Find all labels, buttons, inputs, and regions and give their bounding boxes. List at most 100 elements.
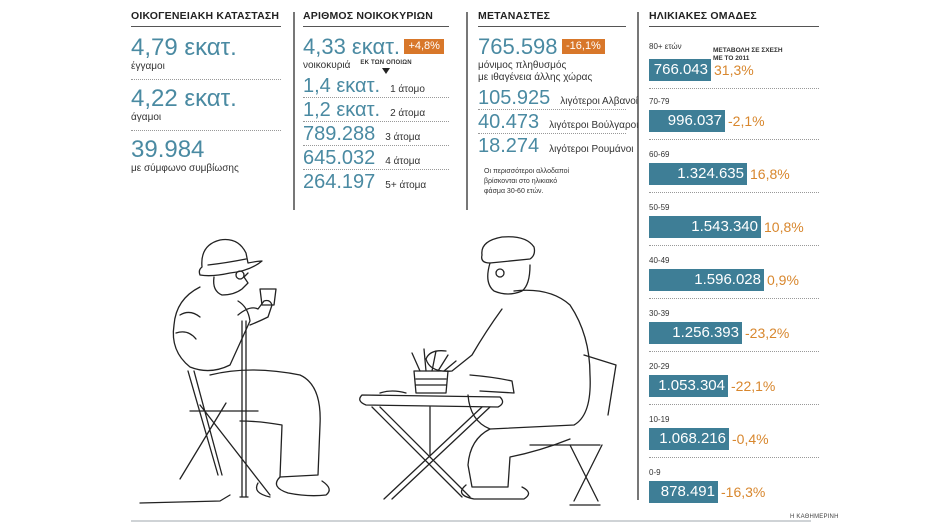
household-count: 789.288	[303, 123, 376, 145]
age-group-row: 30-39 1.256.393 -23,2%	[649, 309, 819, 352]
households-title: ΑΡΙΘΜΟΣ ΝΟΙΚΟΚΥΡΙΩΝ	[303, 10, 449, 27]
stat-label: με σύμφωνο συμβίωσης	[131, 163, 239, 174]
household-size: 5+ άτομα	[385, 180, 427, 191]
family-status-panel: ΟΙΚΟΓΕΝΕΙΑΚΗ ΚΑΤΑΣΤΑΣΗ 4,79 εκατ. έγγαμο…	[131, 10, 281, 181]
migrant-label: λιγότεροι Αλβανοί	[560, 96, 639, 107]
age-groups-panel: ΗΛΙΚΙΑΚΕΣ ΟΜΑΔΕΣ ΜΕΤΑΒΟΛΗ ΣΕ ΣΧΕΣΗ ΜΕ ΤΟ…	[649, 10, 819, 520]
stat-label: έγγαμοι	[131, 61, 165, 72]
migrants-note: Οι περισσότεροι αλλοδαποί βρίσκονται στο…	[478, 167, 626, 197]
households-total-value: 4,33 εκατ.	[303, 34, 400, 59]
age-group-row: 0-9 878.491 -16,3%	[649, 468, 819, 503]
stat-value: 39.984	[131, 136, 205, 163]
age-bar: 766.043	[649, 59, 711, 81]
age-group-row: 60-69 1.324.635 16,8%	[649, 150, 819, 193]
bar-row: 878.491 -16,3%	[649, 481, 819, 503]
age-group-row: 40-49 1.596.028 0,9%	[649, 256, 819, 299]
household-size: 3 άτομα	[385, 132, 421, 143]
divider	[649, 88, 819, 89]
age-change: -22,1%	[731, 378, 776, 394]
migrant-row: 105.925 λιγότεροι Αλβανοί	[478, 86, 638, 109]
age-group-row: 20-29 1.053.304 -22,1%	[649, 362, 819, 405]
age-group-row: 80+ ετών 766.043 31,3%	[649, 42, 819, 89]
of-which-label: ΕΚ ΤΩΝ ΟΠΟΙΩΝ	[360, 60, 412, 66]
age-bar: 1.324.635	[649, 163, 747, 185]
triangle-down-icon	[382, 68, 391, 74]
age-bar: 1.596.028	[649, 269, 764, 291]
age-change: 16,8%	[750, 166, 790, 182]
divider	[303, 145, 449, 146]
divider	[649, 298, 819, 299]
migrants-total-label: μόνιμος πληθυσμός	[478, 60, 567, 71]
bar-row: 1.068.216 -0,4%	[649, 428, 819, 450]
migrants-change-badge: -16,1%	[561, 39, 605, 55]
migrant-row: 40.473 λιγότεροι Βούλγαροι	[478, 110, 638, 133]
age-bar: 878.491	[649, 481, 718, 503]
divider	[478, 109, 626, 110]
age-change: -16,3%	[721, 484, 766, 500]
divider	[649, 351, 819, 352]
household-count: 1,4 εκατ.	[303, 75, 381, 97]
age-change: -0,4%	[732, 431, 769, 447]
age-group-label: 30-39	[649, 309, 670, 318]
household-count: 645.032	[303, 147, 376, 169]
household-size: 4 άτομα	[385, 156, 421, 167]
migrants-total: 765.598 -16,1%	[478, 35, 626, 59]
column-divider	[466, 12, 468, 210]
footer-rule	[131, 520, 811, 522]
divider	[649, 192, 819, 193]
family-status-title: ΟΙΚΟΓΕΝΕΙΑΚΗ ΚΑΤΑΣΤΑΣΗ	[131, 10, 281, 27]
age-group-row: 70-79 996.037 -2,1%	[649, 97, 819, 140]
households-panel: ΑΡΙΘΜΟΣ ΝΟΙΚΟΚΥΡΙΩΝ 4,33 εκατ. +4,8% νοι…	[303, 10, 449, 193]
bar-row: 1.324.635 16,8%	[649, 163, 819, 185]
household-count: 264.197	[303, 171, 376, 193]
households-change-badge: +4,8%	[404, 39, 444, 55]
age-group-label: 70-79	[649, 97, 670, 106]
stat-label: άγαμοι	[131, 112, 162, 123]
household-count: 1,2 εκατ.	[303, 99, 381, 121]
bar-row: 1.543.340 10,8%	[649, 216, 819, 238]
age-group-label: 80+ ετών	[649, 42, 682, 51]
family-status-item: 39.984 με σύμφωνο συμβίωσης	[131, 131, 281, 181]
migrants-total-label: με ιθαγένεια άλλης χώρας	[478, 72, 593, 83]
migrants-total-value: 765.598	[478, 34, 558, 59]
bar-row: 1.596.028 0,9%	[649, 269, 819, 291]
age-group-row: 10-19 1.068.216 -0,4%	[649, 415, 819, 458]
migrant-count: 105.925	[478, 87, 551, 109]
family-status-item: 4,22 εκατ. άγαμοι	[131, 80, 281, 130]
column-divider	[293, 12, 295, 210]
change-header: ΜΕΤΑΒΟΛΗ ΣΕ ΣΧΕΣΗ ΜΕ ΤΟ 2011	[713, 47, 783, 63]
age-bar: 1.256.393	[649, 322, 742, 344]
household-size-row: 789.288 3 άτομα	[303, 122, 449, 145]
migrants-title: ΜΕΤΑΝΑΣΤΕΣ	[478, 10, 626, 27]
of-which-marker: ΕΚ ΤΩΝ ΟΠΟΙΩΝ	[360, 60, 412, 74]
divider	[649, 457, 819, 458]
migrant-count: 40.473	[478, 111, 540, 133]
age-change: 10,8%	[764, 219, 804, 235]
age-bar: 1.543.340	[649, 216, 761, 238]
age-change: -2,1%	[728, 113, 765, 129]
age-group-label: 60-69	[649, 150, 670, 159]
household-size: 1 άτομο	[390, 84, 425, 95]
age-group-row: 50-59 1.543.340 10,8%	[649, 203, 819, 246]
age-bar: 996.037	[649, 110, 725, 132]
publisher-credit: Η ΚΑΘΗΜΕΡΙΝΗ	[790, 514, 839, 520]
age-group-label: 10-19	[649, 415, 670, 424]
migrant-label: λιγότεροι Βούλγαροι	[549, 120, 639, 131]
age-group-label: 20-29	[649, 362, 670, 371]
divider	[303, 121, 449, 122]
age-group-label: 0-9	[649, 468, 661, 477]
households-total: 4,33 εκατ. +4,8%	[303, 35, 449, 59]
divider	[649, 245, 819, 246]
age-bar: 1.053.304	[649, 375, 728, 397]
migrant-label: λιγότεροι Ρουμάνοι	[549, 144, 634, 155]
divider	[649, 404, 819, 405]
bar-row: 1.053.304 -22,1%	[649, 375, 819, 397]
change-header-line: ΜΕ ΤΟ 2011	[713, 55, 750, 62]
divider	[478, 133, 626, 134]
households-total-label: νοικοκυριά	[303, 60, 351, 71]
migrant-row: 18.274 λιγότεροι Ρουμάνοι	[478, 134, 634, 157]
stat-value: 4,79 εκατ.	[131, 34, 237, 61]
households-total-caption: νοικοκυριά ΕΚ ΤΩΝ ΟΠΟΙΩΝ	[303, 60, 449, 74]
age-change: 0,9%	[767, 272, 799, 288]
divider	[131, 79, 281, 80]
